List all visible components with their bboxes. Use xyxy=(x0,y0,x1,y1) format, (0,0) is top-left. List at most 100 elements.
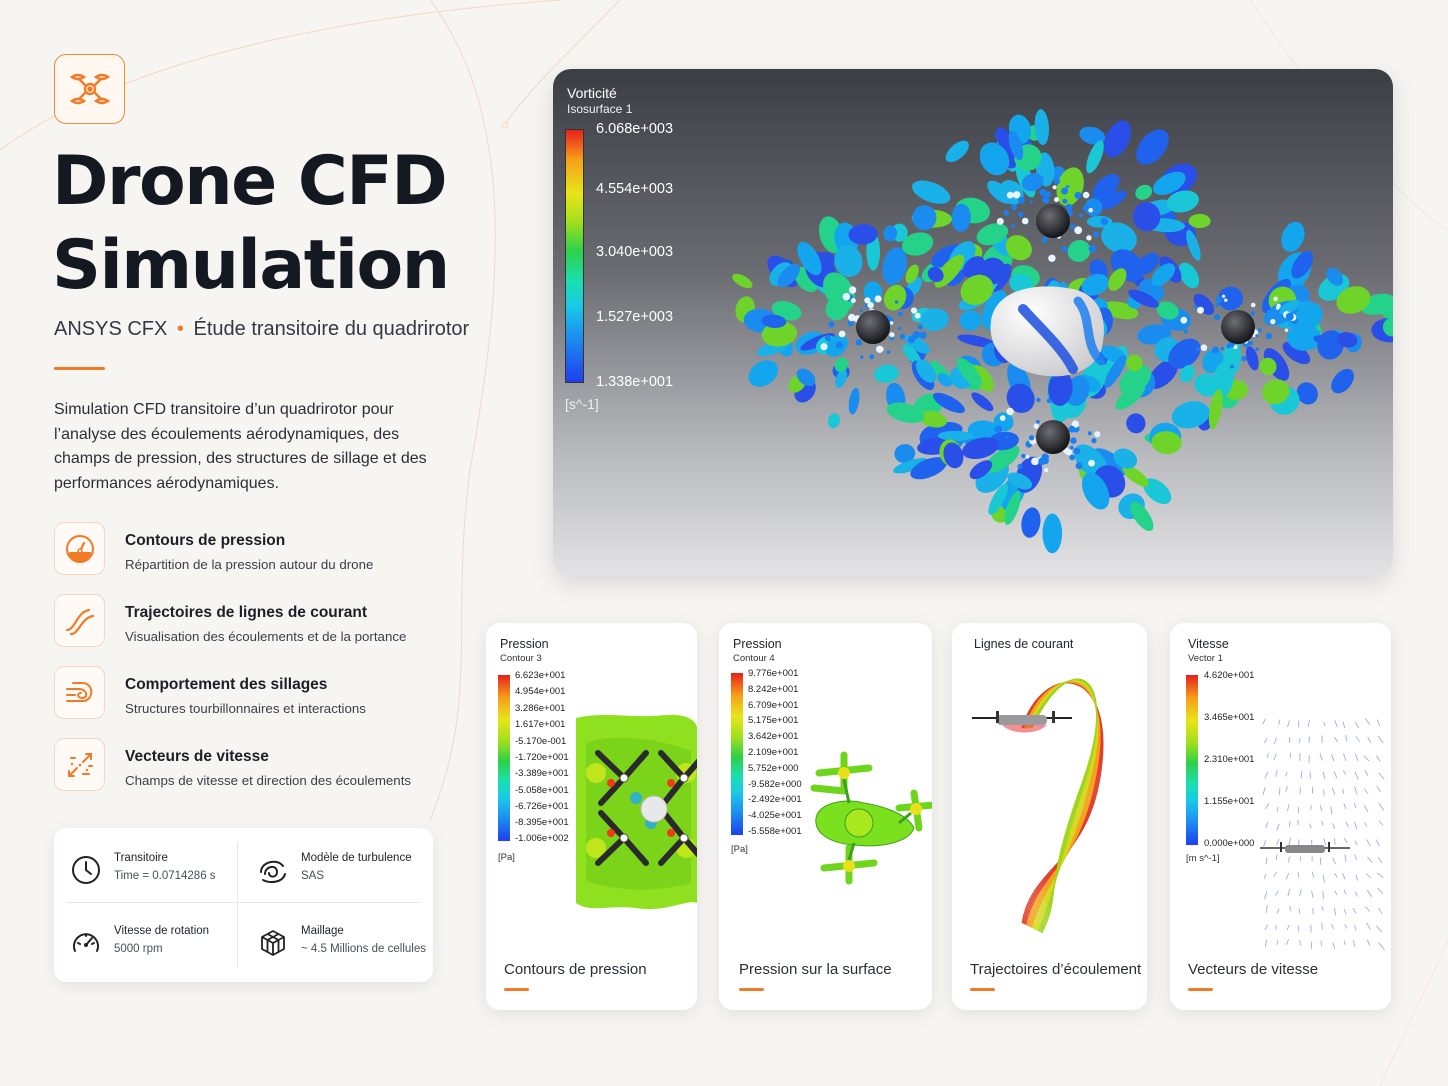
vortex-particle xyxy=(848,313,856,322)
card-surface-pressure[interactable]: Pression Contour 4 9.776e+001 8.242e+001… xyxy=(719,623,932,1010)
vortex-blob xyxy=(937,373,953,387)
vortex-blob xyxy=(834,245,863,278)
param-value: SAS xyxy=(301,870,325,882)
vortex-blob xyxy=(1143,478,1172,505)
study-name: Étude transitoire du quadrirotor xyxy=(193,318,470,340)
velocity-vector xyxy=(1354,721,1360,729)
vortex-blob xyxy=(1092,173,1120,201)
card-streamlines[interactable]: Lignes de courant Trajectoires d’écoulem… xyxy=(952,623,1147,1010)
subtitle: ANSYS CFX • Étude transitoire du quadrir… xyxy=(54,318,469,341)
velocity-vector xyxy=(1343,837,1348,844)
velocity-vector xyxy=(1298,738,1301,744)
legend-tick: -3.389e+001 xyxy=(515,768,569,779)
vortex-blob xyxy=(912,205,937,231)
velocity-vector xyxy=(1353,802,1357,809)
velocity-vector xyxy=(1331,787,1336,796)
card-velocity-vectors[interactable]: Vitesse Vector 1 4.620e+001 3.465e+001 2… xyxy=(1170,623,1391,1010)
velocity-vector xyxy=(1376,785,1381,793)
velocity-vector xyxy=(1377,887,1384,895)
vortex-blob xyxy=(1151,431,1182,455)
vortex-blob xyxy=(796,368,816,387)
param-rotation-speed: Vitesse de rotation 5000 rpm xyxy=(70,923,250,973)
vortex-particle xyxy=(1075,462,1083,470)
clock-icon xyxy=(72,856,100,884)
param-label: Vitesse de rotation xyxy=(114,925,210,937)
velocity-vector xyxy=(1344,854,1347,863)
feature-desc: Champs de vitesse et direction des écoul… xyxy=(125,773,412,788)
vortex-blob xyxy=(1156,301,1179,320)
vortex-blob xyxy=(988,483,1009,515)
vortex-blob xyxy=(1004,491,1021,525)
vortex-blob xyxy=(1293,324,1322,350)
vortex-particle xyxy=(1197,306,1204,314)
legend-unit: [m s^-1] xyxy=(1186,853,1220,864)
cube-mesh-icon xyxy=(261,930,285,956)
card-caption: Vecteurs de vitesse xyxy=(1188,961,1319,978)
vortex-blob xyxy=(1130,501,1154,532)
vortex-particle xyxy=(1284,328,1289,332)
vortex-particle xyxy=(1071,420,1079,428)
vortex-blob xyxy=(902,344,922,365)
velocity-vector xyxy=(1307,719,1310,728)
vortex-particle xyxy=(1021,453,1026,459)
velocity-vector xyxy=(1275,890,1279,896)
vortex-particle xyxy=(1250,311,1255,316)
card-title: Lignes de courant xyxy=(974,637,1074,651)
velocity-vector xyxy=(1321,922,1323,930)
vortex-particle xyxy=(898,311,903,317)
rotor-hub xyxy=(856,310,890,344)
velocity-vector xyxy=(1333,907,1337,916)
velocity-vector xyxy=(1285,939,1290,945)
velocity-vector xyxy=(1354,771,1359,780)
vortex-particle xyxy=(1003,210,1010,216)
vortex-blob xyxy=(979,142,1010,176)
feature-title: Contours de pression xyxy=(125,532,286,549)
velocity-vector xyxy=(1265,905,1268,913)
feature-desc: Visualisation des écoulements et de la p… xyxy=(125,629,407,644)
vortex-blob xyxy=(1115,383,1146,410)
legend-tick: 4.620e+001 xyxy=(1204,670,1255,681)
vortex-particle xyxy=(1033,423,1039,429)
vortex-particle xyxy=(1065,203,1073,211)
legend-tick: 6.068e+003 xyxy=(596,121,674,137)
vortex-particle xyxy=(1011,204,1017,211)
vortex-blob xyxy=(1042,513,1063,554)
velocity-vector xyxy=(1264,771,1269,779)
vortex-blob xyxy=(901,232,934,256)
feature-wakes: Comportement des sillages Structures tou… xyxy=(54,666,474,722)
vortex-particle xyxy=(1257,328,1262,333)
vortex-particle xyxy=(994,425,1003,434)
card-pressure-contours[interactable]: Pression Contour 3 6.623e+001 4.954e+001… xyxy=(486,623,697,1010)
vortex-particle xyxy=(1011,224,1016,229)
simulation-parameters-card: Transitoire Time = 0.0714286 s Modèle de… xyxy=(54,828,433,982)
velocity-vector xyxy=(1285,872,1290,880)
caption-underline xyxy=(739,988,764,991)
vortex-particle xyxy=(1074,226,1083,235)
velocity-vector xyxy=(1345,821,1349,828)
vortex-blob xyxy=(732,273,753,289)
vortex-blob xyxy=(1259,357,1277,376)
velocity-vector xyxy=(1289,905,1291,912)
vortex-particle xyxy=(886,350,891,355)
vortex-blob xyxy=(937,430,974,442)
vortex-blob xyxy=(969,460,993,480)
velocity-vector xyxy=(1288,737,1291,743)
vortex-blob xyxy=(1067,240,1091,262)
vortex-particle xyxy=(1052,185,1057,190)
velocity-vector xyxy=(1287,804,1290,812)
vortex-blob xyxy=(1093,448,1128,476)
velocity-vector xyxy=(1322,771,1326,780)
velocity-vector xyxy=(1352,940,1356,947)
color-legend-bar xyxy=(498,675,510,841)
vortex-blob xyxy=(1179,364,1196,383)
velocity-vector xyxy=(1364,822,1368,828)
legend-tick: 2.109e+001 xyxy=(748,747,799,758)
hero-variable-label: Vorticité xyxy=(567,85,617,101)
vortex-particle xyxy=(1265,332,1273,340)
velocity-vector xyxy=(1278,719,1281,725)
vortex-particle xyxy=(907,335,916,344)
velocity-vector xyxy=(1298,908,1301,914)
vortex-blob xyxy=(920,308,949,332)
velocity-vector xyxy=(1354,891,1358,897)
vortex-blob xyxy=(1034,109,1049,146)
